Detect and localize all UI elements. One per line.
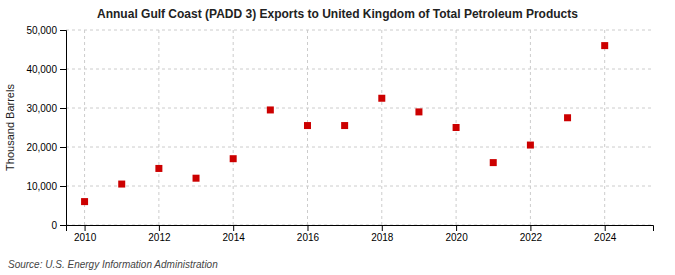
grid	[66, 30, 653, 225]
grid-line-x	[233, 30, 234, 225]
y-tick-mark	[60, 147, 66, 148]
point	[341, 122, 348, 129]
y-tick: 10,000	[26, 181, 66, 192]
x-tick: 2016	[297, 225, 320, 243]
point	[230, 155, 237, 162]
grid-line-x	[530, 30, 531, 225]
x-tick-label: 2016	[297, 232, 320, 243]
x-tick: 2018	[371, 225, 394, 243]
y-tick: 40,000	[26, 64, 66, 75]
x-tick-label: 2024	[594, 232, 617, 243]
source-annotation: Source: U.S. Energy Information Administ…	[8, 259, 218, 270]
y-axis-title: Thousand Barrels	[4, 84, 16, 171]
x-tick-label: 2010	[74, 232, 97, 243]
y-tick-mark	[60, 30, 66, 31]
title: Annual Gulf Coast (PADD 3) Exports to Un…	[97, 7, 578, 21]
point	[118, 181, 125, 188]
point	[415, 108, 422, 115]
x-tick: 2024	[594, 225, 617, 243]
chart-container: 2010 2012 2014 2016 2018 2020 2022 2024 0 10,000 2…	[0, 0, 675, 275]
point	[453, 124, 460, 131]
x-tick-mark	[85, 225, 86, 231]
x-tick: 2012	[148, 225, 171, 243]
point	[193, 175, 200, 182]
point	[490, 159, 497, 166]
y-tick-mark	[60, 186, 66, 187]
x-tick-mark	[307, 225, 308, 231]
y-tick-mark	[60, 69, 66, 70]
y-axis: 0 10,000 20,000 30,000 40,000 50,000	[26, 25, 66, 231]
y-tick-label: 50,000	[26, 25, 57, 36]
point	[527, 142, 534, 149]
x-tick-mark	[530, 225, 531, 231]
grid-line-x	[381, 30, 382, 225]
x-tick-mark	[159, 225, 160, 231]
y-tick: 0	[51, 220, 66, 231]
grid-line-x	[604, 30, 605, 225]
x-tick: 2022	[520, 225, 543, 243]
grid-line-y	[66, 69, 653, 70]
y-tick-label: 0	[51, 220, 57, 231]
y-tick-label: 10,000	[26, 181, 57, 192]
y-tick: 50,000	[26, 25, 66, 36]
grid-line-x	[84, 30, 85, 225]
point	[304, 122, 311, 129]
point	[155, 165, 162, 172]
x-tick: 2020	[445, 225, 468, 243]
grid-line-y	[66, 147, 653, 148]
point	[564, 114, 571, 121]
y-tick: 20,000	[26, 142, 66, 153]
points	[81, 42, 608, 205]
grid-line-y	[66, 186, 653, 187]
point	[81, 198, 88, 205]
x-tick-label: 2022	[520, 232, 543, 243]
point	[378, 95, 385, 102]
grid-line-x	[158, 30, 159, 225]
x-tick-mark	[456, 225, 457, 231]
point	[267, 106, 274, 113]
x-tick-label: 2018	[371, 232, 394, 243]
x-tick-mark	[233, 225, 234, 231]
x-tick: 2010	[74, 225, 97, 243]
point	[601, 42, 608, 49]
grid-line-y	[66, 108, 653, 109]
x-tick-label: 2014	[223, 232, 246, 243]
grid-line-y	[66, 30, 653, 31]
y-tick: 30,000	[26, 103, 66, 114]
x-tick-label: 2012	[148, 232, 171, 243]
x-axis-line	[67, 226, 654, 232]
plot-area: 2010 2012 2014 2016 2018 2020 2022 2024 0 10,000 2…	[26, 25, 653, 243]
x-tick-mark	[382, 225, 383, 231]
y-tick-label: 30,000	[26, 103, 57, 114]
y-tick-mark	[60, 108, 66, 109]
chart-svg: 2010 2012 2014 2016 2018 2020 2022 2024 0 10,000 2…	[0, 0, 675, 275]
y-tick-mark	[60, 225, 66, 226]
x-axis: 2010 2012 2014 2016 2018 2020 2022 2024	[67, 225, 654, 243]
y-tick-label: 20,000	[26, 142, 57, 153]
x-tick-mark	[605, 225, 606, 231]
y-axis-line	[60, 31, 67, 226]
y-tick-label: 40,000	[26, 64, 57, 75]
x-tick: 2014	[223, 225, 246, 243]
x-tick-label: 2020	[445, 232, 468, 243]
